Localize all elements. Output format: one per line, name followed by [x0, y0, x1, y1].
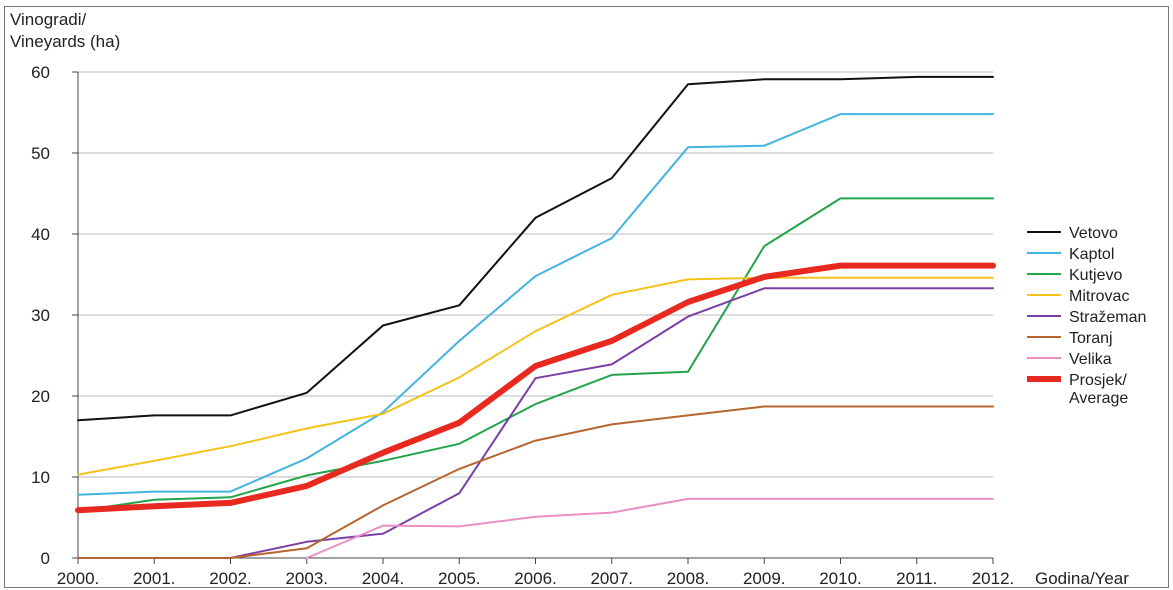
legend-label: Prosjek/: [1069, 372, 1127, 389]
series-line-6: [305, 497, 994, 559]
y-axis-label-line2: Vineyards (ha): [10, 32, 121, 51]
x-tick-label: 2009.: [743, 569, 786, 588]
x-tick-label: 2003.: [285, 569, 328, 588]
legend-label: Average: [1069, 390, 1128, 407]
y-tick-label: 30: [31, 306, 50, 325]
series-line-1: [77, 113, 994, 496]
y-tick-label: 40: [31, 225, 50, 244]
x-tick-label: 2001.: [133, 569, 176, 588]
y-axis-label-line1: Vinogradi/: [10, 10, 87, 29]
legend-label: Toranj: [1069, 330, 1113, 347]
x-tick-label: 2011.: [896, 569, 937, 588]
series-line-0: [77, 75, 994, 422]
series-line-2: [77, 197, 994, 512]
x-tick-label: 2006.: [514, 569, 557, 588]
x-tick-label: 2010.: [819, 569, 862, 588]
legend-label: Mitrovac: [1069, 288, 1129, 305]
x-tick-label: 2004.: [362, 569, 405, 588]
y-tick-label: 50: [31, 144, 50, 163]
y-tick-label: 10: [31, 468, 50, 487]
x-tick-label: 2002.: [209, 569, 252, 588]
x-tick-label: 2008.: [667, 569, 710, 588]
legend-label: Stražeman: [1069, 309, 1146, 326]
series-line-5: [77, 405, 994, 559]
x-tick-label: 2012.: [972, 569, 1015, 588]
legend-label: Kutjevo: [1069, 267, 1122, 284]
legend-label: Velika: [1069, 351, 1112, 368]
x-tick-label: 2007.: [590, 569, 633, 588]
series-line-3: [77, 276, 994, 476]
legend-label: Kaptol: [1069, 246, 1114, 263]
legend-label: Vetovo: [1069, 225, 1118, 242]
x-axis-label: Godina/Year: [1035, 569, 1129, 588]
x-tick-label: 2005.: [438, 569, 481, 588]
y-tick-label: 0: [41, 549, 50, 568]
series-line-7: [75, 262, 996, 514]
chart-frame: [4, 6, 1169, 588]
y-tick-label: 60: [31, 63, 50, 82]
y-tick-label: 20: [31, 387, 50, 406]
x-tick-label: 2000.: [57, 569, 100, 588]
